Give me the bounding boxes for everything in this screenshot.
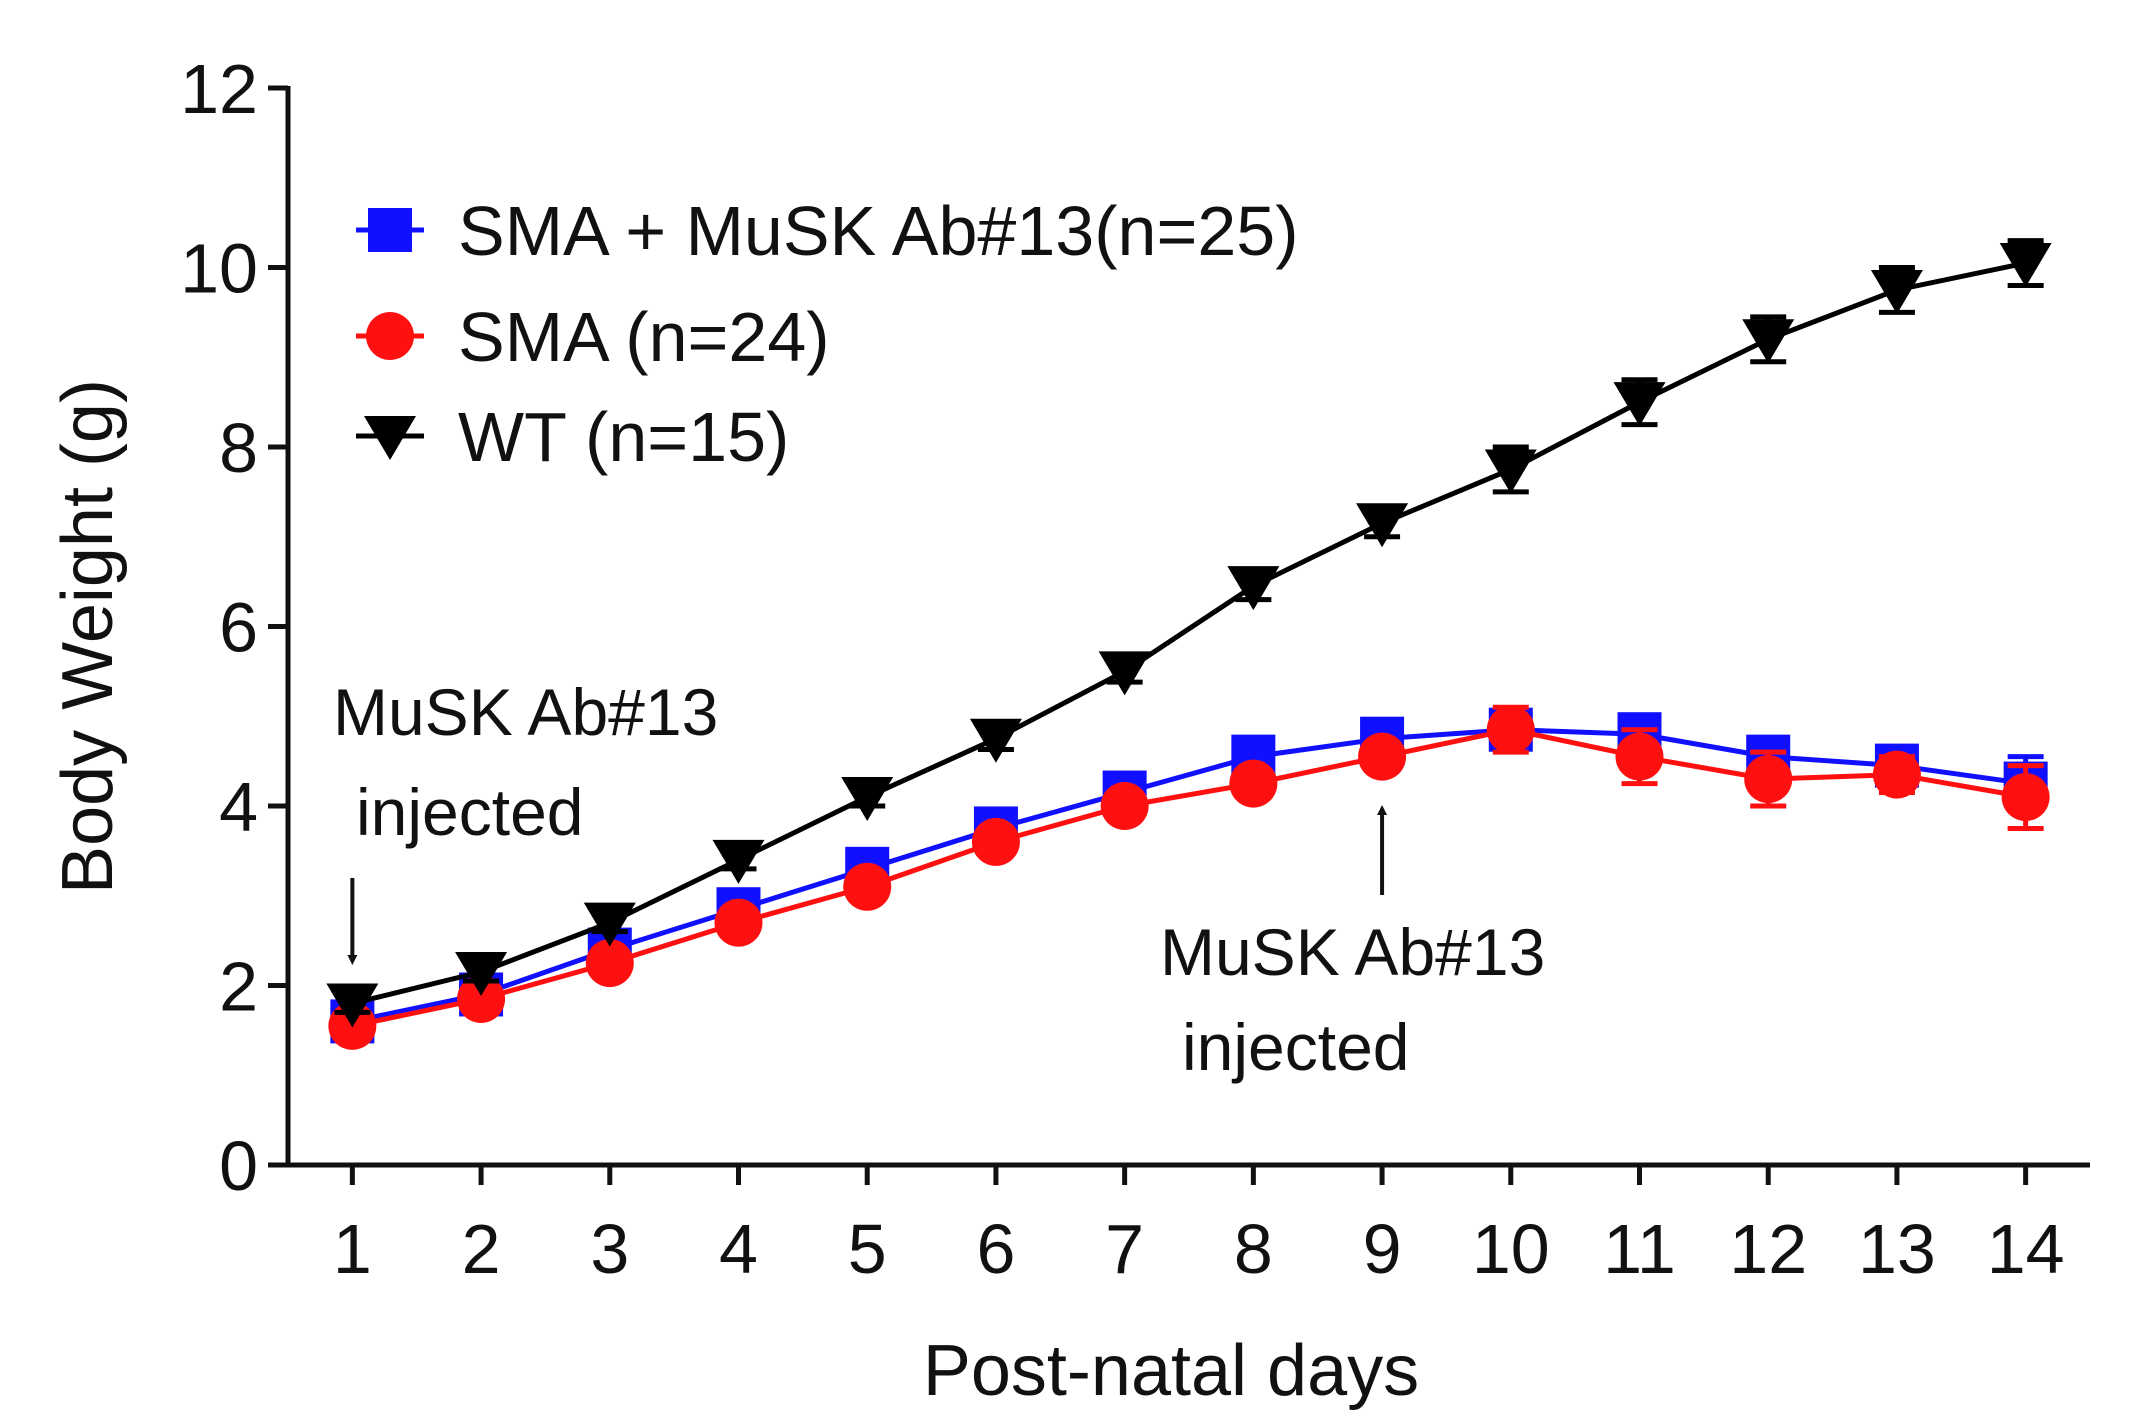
series-layer xyxy=(326,238,2052,1050)
data-point xyxy=(1613,382,1666,427)
data-point xyxy=(1742,319,1795,364)
y-tick-label: 10 xyxy=(180,230,258,308)
x-tick-label: 9 xyxy=(1363,1210,1402,1288)
y-tick-label: 2 xyxy=(219,948,258,1026)
data-point xyxy=(1227,566,1280,611)
y-tick-label: 0 xyxy=(219,1127,258,1205)
data-point xyxy=(1486,705,1535,754)
data-point xyxy=(1870,269,1923,314)
y-tick-label: 4 xyxy=(219,768,258,846)
data-point xyxy=(1358,732,1407,781)
x-tick-label: 10 xyxy=(1472,1210,1550,1288)
data-point xyxy=(455,952,508,997)
data-point xyxy=(969,718,1022,763)
data-point xyxy=(1100,782,1149,830)
annotation-line1: MuSK Ab#13 xyxy=(1160,915,1545,989)
legend-label: SMA (n=24) xyxy=(458,298,830,376)
data-point xyxy=(1356,503,1409,548)
x-tick-label: 1 xyxy=(333,1210,372,1288)
series-triangle-down xyxy=(326,238,2052,1028)
data-point xyxy=(1229,759,1278,808)
y-axis-title: Body Weight (g) xyxy=(48,379,128,894)
x-tick-label: 14 xyxy=(1987,1210,2065,1288)
legend-label: WT (n=15) xyxy=(458,398,789,476)
x-tick-label: 5 xyxy=(848,1210,887,1288)
annotation-line2: injected xyxy=(356,775,584,849)
x-tick-label: 8 xyxy=(1234,1210,1273,1288)
series-circle xyxy=(328,704,2050,1050)
x-tick-label: 4 xyxy=(719,1210,758,1288)
data-point xyxy=(971,817,1020,866)
data-point xyxy=(2001,773,2050,822)
y-tick-label: 8 xyxy=(219,409,258,487)
data-point xyxy=(1872,750,1921,799)
y-tick-label: 6 xyxy=(219,589,258,667)
legend: SMA + MuSK Ab#13(n=25) SMA (n=24) WT (n=15… xyxy=(356,192,1299,476)
data-point xyxy=(457,974,506,1023)
x-tick-label: 2 xyxy=(462,1210,501,1288)
x-tick-label: 6 xyxy=(976,1210,1015,1288)
legend-marker xyxy=(368,208,412,252)
x-tick-label: 13 xyxy=(1858,1210,1936,1288)
data-point xyxy=(585,939,634,988)
x-tick-label: 11 xyxy=(1603,1210,1676,1288)
data-point xyxy=(1615,732,1664,781)
legend-label: SMA + MuSK Ab#13(n=25) xyxy=(458,192,1299,270)
legend-item: SMA + MuSK Ab#13(n=25) xyxy=(356,192,1299,270)
annotation-second-injection: MuSK Ab#13 injected xyxy=(1160,805,1545,1084)
legend-item: WT (n=15) xyxy=(356,398,789,476)
x-tick-label: 7 xyxy=(1105,1210,1144,1288)
data-point xyxy=(326,983,379,1028)
x-tick-label: 12 xyxy=(1729,1210,1807,1288)
data-point xyxy=(1098,651,1151,696)
y-tick-label: 12 xyxy=(180,50,258,128)
data-point xyxy=(714,898,763,947)
series-line xyxy=(351,260,2027,1006)
annotation-line1: MuSK Ab#13 xyxy=(333,675,718,749)
data-point xyxy=(712,839,765,884)
legend-marker xyxy=(364,416,416,460)
data-point xyxy=(1999,243,2052,288)
data-point xyxy=(1744,755,1793,804)
annotations: MuSK Ab#13 injected MuSK Ab#13 injected xyxy=(333,675,1545,1084)
legend-item: SMA (n=24) xyxy=(356,298,830,376)
series-square xyxy=(330,707,2048,1044)
x-tick-label: 3 xyxy=(590,1210,629,1288)
data-point xyxy=(1484,449,1537,494)
x-axis-title: Post-natal days xyxy=(923,1331,1419,1411)
data-point xyxy=(843,862,892,911)
data-point xyxy=(583,902,636,947)
annotation-line2: injected xyxy=(1182,1010,1410,1084)
legend-marker xyxy=(366,312,414,360)
annotation-first-injection: MuSK Ab#13 injected xyxy=(333,675,718,965)
data-point xyxy=(841,777,894,822)
